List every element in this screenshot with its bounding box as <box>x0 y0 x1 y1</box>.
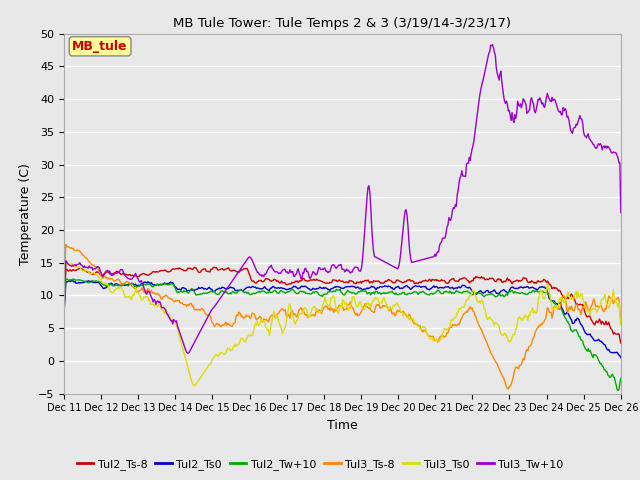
Title: MB Tule Tower: Tule Temps 2 & 3 (3/19/14-3/23/17): MB Tule Tower: Tule Temps 2 & 3 (3/19/14… <box>173 17 511 30</box>
Y-axis label: Temperature (C): Temperature (C) <box>19 163 33 264</box>
Legend: Tul2_Ts-8, Tul2_Ts0, Tul2_Tw+10, Tul3_Ts-8, Tul3_Ts0, Tul3_Tw+10: Tul2_Ts-8, Tul2_Ts0, Tul2_Tw+10, Tul3_Ts… <box>72 455 568 474</box>
Text: MB_tule: MB_tule <box>72 40 128 53</box>
X-axis label: Time: Time <box>327 419 358 432</box>
